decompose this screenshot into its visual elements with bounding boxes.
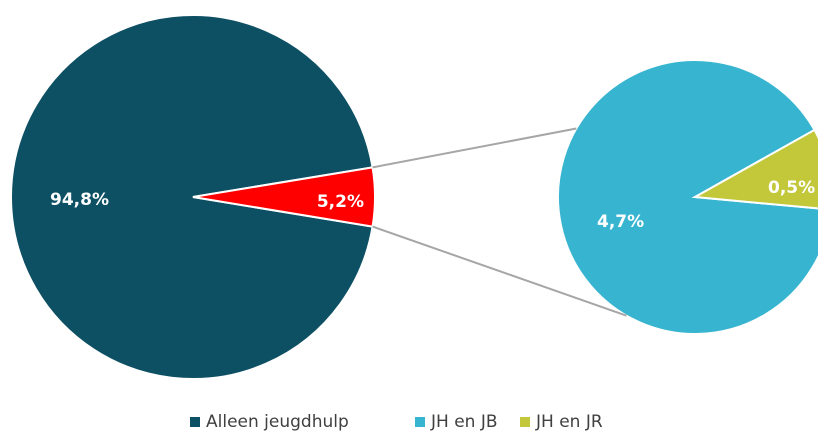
pie-slice — [691, 128, 818, 210]
legend-swatch — [190, 417, 200, 427]
connector — [372, 225, 627, 317]
pie-slice — [557, 59, 818, 335]
data-label: 0,5% — [768, 178, 815, 198]
data-label: 4,7% — [597, 212, 644, 232]
legend-label: JH en JR — [535, 412, 603, 432]
legend-swatch — [520, 417, 530, 427]
data-label: 5,2% — [317, 192, 364, 212]
pie-slice — [192, 166, 376, 228]
legend-label: JH en JB — [430, 412, 498, 432]
legend-swatch — [415, 417, 425, 427]
data-label: 94,8% — [50, 190, 109, 210]
connector — [372, 127, 577, 169]
legend-label: Alleen jeugdhulp — [206, 412, 349, 432]
pie-slice — [10, 14, 374, 380]
